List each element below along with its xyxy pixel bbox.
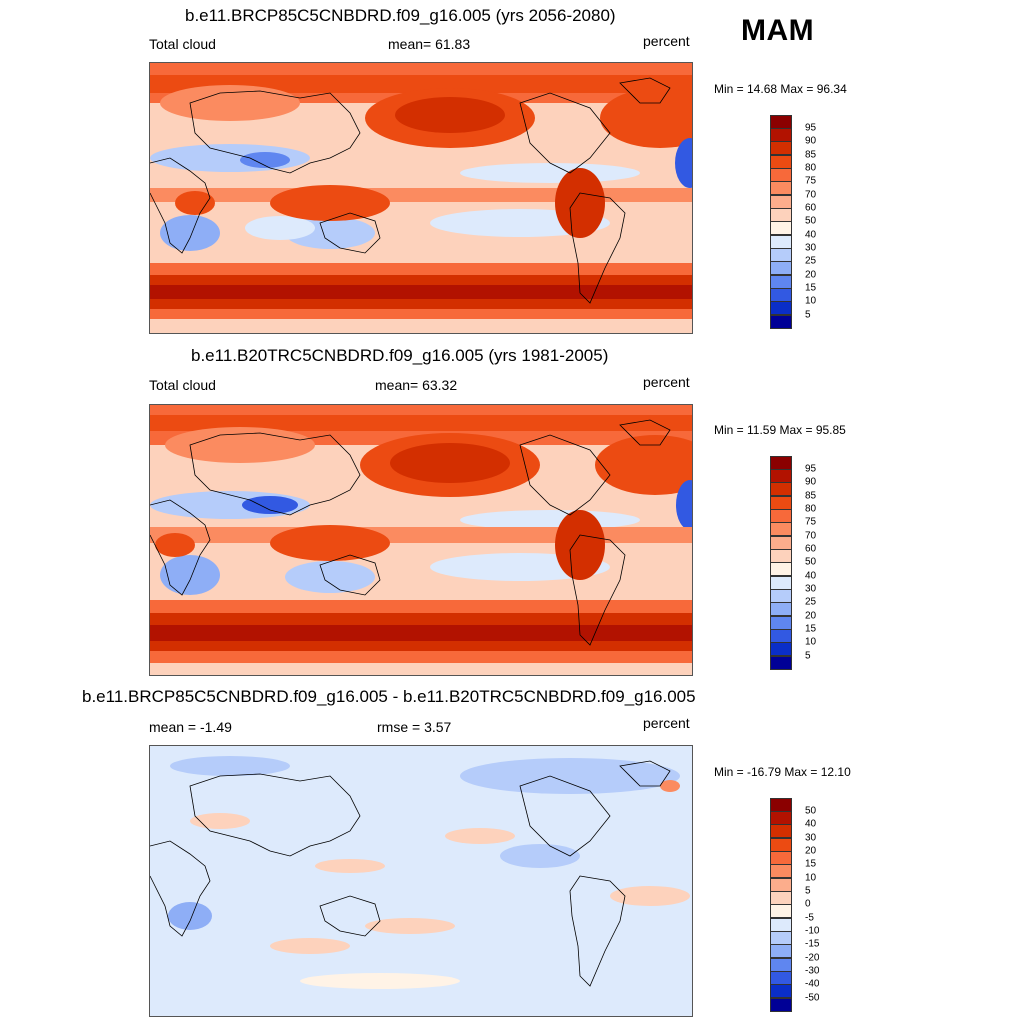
panel-1-variable-label: Total cloud — [149, 36, 216, 52]
colorbar-tick-label: -5 — [805, 912, 814, 924]
colorbar-tick-label: 75 — [805, 175, 817, 187]
colorbar-tick-label: -20 — [805, 952, 820, 964]
panel-3-minmax: Min = -16.79 Max = 12.10 — [714, 765, 851, 779]
panel-3-rmse-label: rmse = 3.57 — [377, 719, 452, 735]
colorbar-tick-label: 90 — [805, 476, 817, 488]
colorbar-tick-label: 20 — [805, 269, 817, 281]
colorbar-tick-label: 50 — [805, 556, 817, 568]
panel-3-title: b.e11.BRCP85C5CNBDRD.f09_g16.005 - b.e11… — [82, 687, 696, 706]
panel-2-title: b.e11.B20TRC5CNBDRD.f09_g16.005 (yrs 198… — [191, 346, 609, 365]
colorbar-tick-label: 50 — [805, 805, 817, 817]
panel-2-minmax: Min = 11.59 Max = 95.85 — [714, 423, 846, 437]
colorbar-tick-label: 70 — [805, 189, 817, 201]
panel-1-mean-label: mean= 61.83 — [388, 36, 471, 52]
panel-3-map — [149, 745, 693, 1017]
colorbar-tick-label: 80 — [805, 503, 817, 515]
panel-2-map — [149, 404, 693, 676]
colorbar-tick-label: 20 — [805, 845, 817, 857]
panel-2-units-label: percent — [643, 374, 690, 390]
colorbar-tick-label: -50 — [805, 992, 820, 1004]
colorbar-tick-label: 70 — [805, 530, 817, 542]
colorbar-tick-label: 90 — [805, 135, 817, 147]
colorbar-tick-label: -10 — [805, 925, 820, 937]
panel-3-mean-label: mean = -1.49 — [149, 719, 232, 735]
colorbar-tick-label: 30 — [805, 242, 817, 254]
colorbar-tick-label: 95 — [805, 122, 817, 134]
panel-2-colorbar: 95 90 85 80 75 70 60 50 40 30 25 20 15 1… — [770, 456, 816, 670]
panel-1-title: b.e11.BRCP85C5CNBDRD.f09_g16.005 (yrs 20… — [185, 6, 616, 25]
colorbar-tick-label: 40 — [805, 229, 817, 241]
colorbar-tick-label: 40 — [805, 818, 817, 830]
panel-1-units-label: percent — [643, 33, 690, 49]
colorbar-tick-label: 30 — [805, 583, 817, 595]
colorbar-tick-label: 85 — [805, 149, 817, 161]
colorbar-tick-label: 5 — [805, 650, 811, 662]
panel-3-units-label: percent — [643, 715, 690, 731]
colorbar-tick-label: 40 — [805, 570, 817, 582]
colorbar-tick-label: 75 — [805, 516, 817, 528]
colorbar-tick-label: -15 — [805, 938, 820, 950]
panel-1-map — [149, 62, 693, 334]
colorbar-tick-label: 10 — [805, 295, 817, 307]
colorbar-tick-label: 0 — [805, 898, 811, 910]
panel-1-colorbar: 95 90 85 80 75 70 60 50 40 30 25 20 15 1… — [770, 115, 816, 329]
colorbar-tick-label: 10 — [805, 872, 817, 884]
colorbar-tick-label: 25 — [805, 596, 817, 608]
colorbar-tick-label: 60 — [805, 202, 817, 214]
colorbar-tick-label: 5 — [805, 885, 811, 897]
panel-1-minmax: Min = 14.68 Max = 96.34 — [714, 82, 847, 96]
colorbar-tick-label: -30 — [805, 965, 820, 977]
season-label: MAM — [741, 14, 815, 47]
colorbar-tick-label: 50 — [805, 215, 817, 227]
colorbar-tick-label: 10 — [805, 636, 817, 648]
colorbar-tick-label: 85 — [805, 490, 817, 502]
colorbar-tick-label: -40 — [805, 978, 820, 990]
colorbar-tick-label: 15 — [805, 282, 817, 294]
colorbar-tick-label: 20 — [805, 610, 817, 622]
colorbar-tick-label: 25 — [805, 255, 817, 267]
colorbar-tick-label: 5 — [805, 309, 811, 321]
colorbar-tick-label: 80 — [805, 162, 817, 174]
panel-2-variable-label: Total cloud — [149, 377, 216, 393]
colorbar-tick-label: 60 — [805, 543, 817, 555]
colorbar-tick-label: 15 — [805, 858, 817, 870]
colorbar-tick-label: 95 — [805, 463, 817, 475]
panel-3-colorbar: 50 40 30 20 15 10 5 0 -5 -10 -15 -20 -30… — [770, 798, 819, 1012]
panel-2-mean-label: mean= 63.32 — [375, 377, 458, 393]
colorbar-tick-label: 15 — [805, 623, 817, 635]
colorbar-tick-label: 30 — [805, 832, 817, 844]
